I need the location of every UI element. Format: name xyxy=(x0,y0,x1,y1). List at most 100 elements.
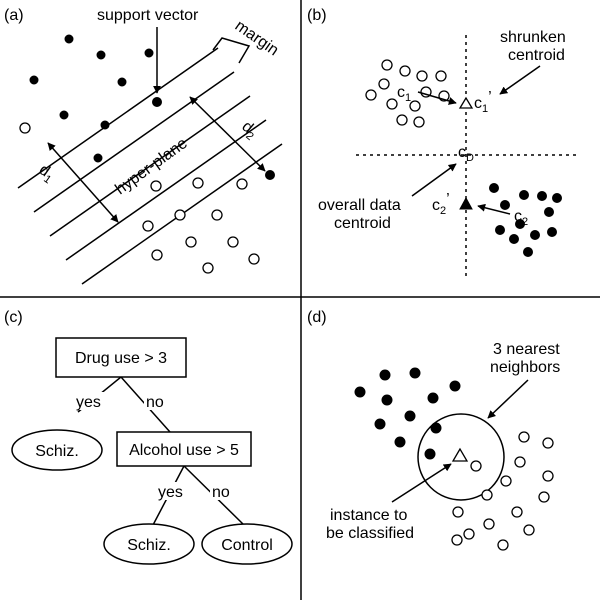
margin-bracket xyxy=(212,37,251,64)
panel-d-open-points xyxy=(451,431,554,551)
open-point xyxy=(202,262,214,274)
open-point xyxy=(413,116,425,128)
filled-point xyxy=(530,230,540,240)
shrunken-label-line2: centroid xyxy=(508,47,565,64)
instance-arrow xyxy=(391,463,452,503)
filled-point xyxy=(500,200,510,210)
open-point xyxy=(416,70,428,82)
open-point xyxy=(518,431,530,443)
nearest-label-line1: 3 nearest xyxy=(493,341,560,358)
query-instance-triangle xyxy=(451,447,469,462)
d2-label: d2 xyxy=(237,118,261,143)
yes2-label: yes xyxy=(158,484,183,501)
open-point xyxy=(142,220,154,232)
yes2-label-bg xyxy=(156,482,190,500)
leaf1-label: Schiz. xyxy=(35,443,79,460)
filled-point xyxy=(29,75,39,85)
filled-point xyxy=(519,190,529,200)
open-point xyxy=(211,209,223,221)
open-point xyxy=(451,534,463,546)
root-node-label: Drug use > 3 xyxy=(75,350,167,367)
leaf1-ellipse xyxy=(11,429,103,471)
filled-point xyxy=(381,394,393,406)
node2-box xyxy=(116,431,252,467)
panel-d-filled-points xyxy=(354,367,461,460)
filled-point xyxy=(489,183,499,193)
c1-shrunken-triangle xyxy=(458,96,474,109)
panel-b-tag: (b) xyxy=(307,7,327,24)
no1-label: no xyxy=(146,394,164,411)
panel-b-filled-cluster xyxy=(489,183,562,257)
support-vector-label: support vector xyxy=(97,7,199,24)
c1-arrow xyxy=(417,91,457,105)
open-point xyxy=(483,518,495,530)
open-point xyxy=(538,491,550,503)
filled-point xyxy=(449,380,461,392)
open-point xyxy=(542,437,554,449)
overall-label-line1: overall data xyxy=(318,197,401,214)
filled-point xyxy=(523,247,533,257)
panel-c: (c) yes no yes no Drug use > 3 Schiz. Al… xyxy=(4,309,293,565)
open-point xyxy=(378,78,390,90)
margin-label: margin xyxy=(232,17,282,59)
open-point xyxy=(463,528,475,540)
panel-d-tag: (d) xyxy=(307,309,327,326)
c2-label: c2 xyxy=(514,208,528,228)
leaf3-ellipse xyxy=(201,523,293,565)
filled-point xyxy=(537,191,547,201)
filled-point xyxy=(96,50,106,60)
node2-label: Alcohol use > 5 xyxy=(129,442,239,459)
c1-prime-label: c1’ xyxy=(474,89,492,115)
open-point xyxy=(365,89,377,101)
open-point xyxy=(381,59,393,71)
filled-point xyxy=(59,110,69,120)
leaf2-label: Schiz. xyxy=(127,537,171,554)
nearest-neighbor-open xyxy=(470,460,482,472)
c2-prime-label: c2’ xyxy=(432,191,450,217)
open-point xyxy=(452,506,464,518)
open-point xyxy=(523,524,535,536)
panel-d: (d) 3 nearest neighbors xyxy=(307,309,560,551)
open-point xyxy=(399,65,411,77)
filled-point xyxy=(409,367,421,379)
shrunken-label-line1: shrunken xyxy=(500,29,566,46)
d1-label: d1 xyxy=(34,161,58,186)
neighborhood-circle xyxy=(417,413,505,501)
nearest-arrow xyxy=(487,379,529,419)
open-point xyxy=(174,209,186,221)
leaf3-label: Control xyxy=(221,537,273,554)
open-point xyxy=(409,100,421,112)
filled-point xyxy=(144,48,154,58)
panel-a-filled-points xyxy=(29,34,275,180)
yes1-label: yes xyxy=(76,394,101,411)
filled-point xyxy=(404,410,416,422)
open-point xyxy=(396,114,408,126)
open-point xyxy=(227,236,239,248)
filled-point xyxy=(379,369,391,381)
filled-point xyxy=(394,436,406,448)
c2-arrow xyxy=(477,203,511,215)
open-point xyxy=(236,178,248,190)
panel-a-open-points xyxy=(19,122,260,274)
c2-shrunken-triangle xyxy=(459,196,473,210)
overall-centroid-arrow xyxy=(411,163,457,197)
filled-point xyxy=(117,77,127,87)
filled-point xyxy=(265,170,275,180)
open-point xyxy=(514,456,526,468)
panel-c-tag: (c) xyxy=(4,309,23,326)
open-point xyxy=(497,539,509,551)
open-point xyxy=(185,236,197,248)
yes1-label-bg xyxy=(74,392,108,410)
panel-a-tag: (a) xyxy=(4,7,24,24)
panel-b: (b) shrunken centroid c1 c1’ cD xyxy=(307,7,578,280)
overall-label-line2: centroid xyxy=(334,215,391,232)
root-node-box xyxy=(55,337,187,378)
filled-point xyxy=(552,193,562,203)
filled-point xyxy=(547,227,557,237)
cd-label: cD xyxy=(458,144,474,164)
open-point xyxy=(151,249,163,261)
open-point xyxy=(481,489,493,501)
open-point xyxy=(500,475,512,487)
instance-label-line1: instance to xyxy=(330,507,407,524)
